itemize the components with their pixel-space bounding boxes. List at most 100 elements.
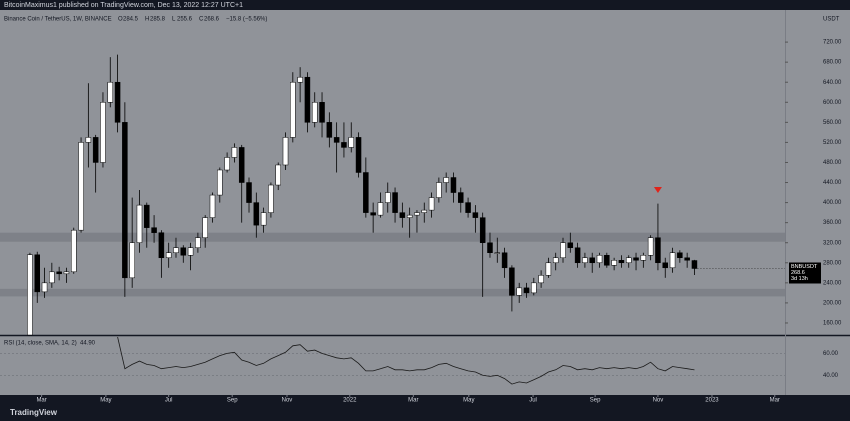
candle-body (268, 184, 274, 213)
axis-unit: USDT (823, 17, 840, 23)
candle-body (538, 275, 544, 284)
header-value: 284.5 (123, 17, 139, 23)
candle-body (465, 202, 471, 213)
candle-body (392, 192, 398, 213)
candle-body (209, 194, 216, 218)
candle-body (63, 271, 70, 275)
candle-body (633, 257, 639, 261)
header-label: H (145, 17, 149, 23)
candle-body (662, 262, 668, 269)
pane-background (0, 10, 850, 395)
attribution: BitcoinMaximus1 published on TradingView… (4, 2, 243, 9)
x-tick-label: Mar (770, 398, 780, 404)
y-tick-label: 680.00 (823, 60, 842, 66)
x-tick-label: Mar (408, 398, 418, 404)
y-tick-label: 640.00 (823, 80, 842, 86)
candle-body (363, 172, 369, 213)
header-label: O (118, 17, 123, 23)
candle-body (355, 137, 362, 173)
y-tick-label: 320.00 (823, 240, 842, 246)
candle-body (421, 209, 428, 213)
candle-body (260, 212, 267, 226)
candle-body (217, 169, 223, 196)
rsi-last: 44.90 (80, 341, 96, 347)
x-tick-label: Nov (653, 398, 664, 404)
rsi-tick-label: 40.00 (823, 373, 839, 379)
y-tick-label: 280.00 (823, 260, 842, 266)
rsi-line (117, 336, 695, 385)
candle-body (136, 204, 143, 243)
x-tick-label: Mar (36, 398, 46, 404)
header-value: 255.6 (177, 17, 193, 23)
candle-body (618, 260, 625, 264)
y-tick-label: 480.00 (823, 160, 842, 166)
candle-body (582, 257, 588, 264)
x-tick-label: May (100, 398, 111, 404)
candle-body (574, 247, 581, 264)
candle-body (326, 122, 333, 138)
candle-body (129, 242, 135, 279)
y-tick-label: 400.00 (823, 200, 842, 206)
y-tick-label: 560.00 (823, 120, 842, 126)
candle-body (333, 137, 340, 143)
candle-body (41, 282, 48, 293)
candle-body (596, 255, 603, 264)
candle-body (399, 212, 406, 218)
candle-body (180, 247, 187, 256)
candle-body (114, 81, 121, 123)
candle-body (523, 287, 530, 294)
candle-body (144, 204, 150, 228)
candle-body (640, 255, 647, 261)
candle-body (195, 237, 201, 248)
candle-body (443, 177, 449, 183)
candle-body (297, 76, 303, 83)
candle-body (290, 81, 296, 138)
candle-body (494, 252, 501, 254)
candle-body (516, 287, 522, 296)
candle-body (545, 262, 552, 276)
candle-body (282, 137, 289, 166)
candle-body (202, 217, 208, 238)
brand: TradingView (10, 408, 58, 417)
candle-body (56, 271, 62, 275)
candle-body (34, 254, 40, 293)
candle-body (450, 177, 457, 193)
candle-body (275, 164, 281, 186)
header-change: −15.8 (−5.56%) (226, 17, 267, 23)
candle-body (158, 232, 165, 259)
x-tick-label: Jul (165, 398, 173, 404)
candle-body (669, 252, 676, 269)
candle-body (238, 147, 245, 183)
candle-body (479, 217, 486, 243)
candle-body (436, 182, 442, 198)
candle-body (224, 157, 230, 171)
candle-body (151, 227, 157, 233)
x-tick-label: Sep (227, 398, 238, 404)
candle-body (589, 257, 595, 264)
candle-body (85, 137, 92, 143)
candle-body (78, 142, 84, 231)
candle-body (122, 122, 128, 279)
candle-body (100, 102, 106, 163)
candle-body (341, 142, 347, 148)
y-tick-label: 240.00 (823, 280, 842, 286)
chart-title: Binance Coin / TetherUS, 1W, BINANCE (4, 17, 112, 23)
candle-body (567, 242, 574, 248)
candle-body (304, 76, 311, 123)
candle-body (487, 242, 493, 253)
candle-body (428, 197, 435, 211)
header-value: 285.8 (150, 17, 166, 23)
candle-body (246, 182, 252, 203)
rsi-name: RSI (14, close, SMA, 14, 2) (4, 341, 77, 347)
header-label: L (172, 17, 176, 23)
candle-body (691, 260, 698, 269)
last-price-box (789, 262, 821, 284)
y-tick-label: 440.00 (823, 180, 842, 186)
x-tick-label: Jul (529, 398, 537, 404)
countdown: 3d 13h (791, 276, 808, 282)
symbol-label: BNBUSDT (791, 264, 818, 270)
y-tick-label: 720.00 (823, 40, 842, 46)
candle-body (677, 252, 683, 259)
arrow-marker (653, 187, 662, 194)
